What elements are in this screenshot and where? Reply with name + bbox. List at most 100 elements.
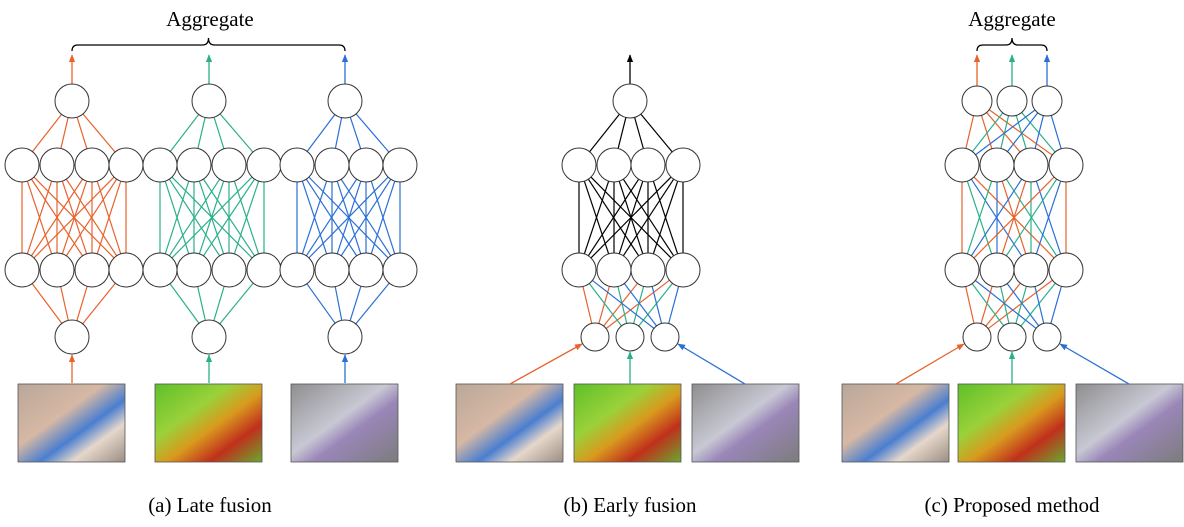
neuron (597, 253, 631, 287)
neuron (192, 84, 226, 118)
neuron (1033, 323, 1061, 351)
input-image (692, 384, 799, 462)
neuron (177, 148, 211, 182)
caption: (c) Proposed method (925, 493, 1100, 517)
neuron (143, 253, 177, 287)
connection (198, 287, 206, 321)
bracket (977, 38, 1047, 51)
connection (1051, 115, 1061, 148)
neuron (631, 253, 665, 287)
neuron (980, 253, 1014, 287)
bracket (72, 38, 345, 51)
connection (214, 117, 224, 149)
neuron (280, 253, 314, 287)
connection (32, 284, 62, 324)
neuron (1049, 148, 1083, 182)
neuron (562, 253, 596, 287)
neuron (383, 253, 417, 287)
neuron (1049, 253, 1083, 287)
connection (1051, 286, 1062, 323)
connection (170, 114, 198, 151)
connection (356, 114, 389, 152)
arrow (896, 344, 964, 384)
connection (635, 117, 644, 148)
neuron (247, 148, 281, 182)
input-image (574, 384, 681, 462)
connection (618, 117, 626, 148)
connection (77, 286, 87, 320)
connection (624, 284, 656, 326)
neuron (349, 253, 383, 287)
connection (198, 118, 205, 149)
connection (1035, 287, 1044, 324)
neuron (177, 253, 211, 287)
connection (639, 283, 673, 326)
neuron (631, 148, 665, 182)
neuron (75, 253, 109, 287)
neuron (997, 86, 1027, 116)
connection (975, 281, 1036, 329)
aggregate-label: Aggregate (166, 7, 253, 31)
neuron (328, 84, 362, 118)
neuron (581, 323, 609, 351)
connection (214, 286, 224, 320)
input-image (842, 384, 949, 462)
neuron (55, 320, 89, 354)
neuron (212, 148, 246, 182)
connection (77, 117, 87, 149)
neuron (40, 253, 74, 287)
neuron (5, 253, 39, 287)
neuron (666, 148, 700, 182)
neuron (998, 323, 1026, 351)
neuron (212, 253, 246, 287)
neuron (597, 148, 631, 182)
connection (641, 114, 672, 152)
caption: (a) Late fusion (148, 493, 272, 517)
input-image (1076, 384, 1183, 462)
neuron (651, 323, 679, 351)
connection (61, 118, 68, 149)
neuron (315, 148, 349, 182)
neuron (40, 148, 74, 182)
neuron (962, 86, 992, 116)
connection (350, 117, 360, 149)
neuron (328, 320, 362, 354)
neuron (315, 253, 349, 287)
figure: Aggregate Aggregate (a) Late fusion (b) … (0, 0, 1184, 527)
neuron (945, 253, 979, 287)
connection (1007, 284, 1038, 326)
caption: (b) Early fusion (564, 493, 697, 517)
input-image (18, 384, 125, 462)
connection (83, 283, 116, 324)
neuron (666, 253, 700, 287)
arrow (1060, 344, 1129, 384)
neuron (75, 148, 109, 182)
neuron (963, 323, 991, 351)
connection (220, 114, 253, 152)
neuron (562, 148, 596, 182)
neuron (945, 148, 979, 182)
connection (966, 287, 974, 324)
neuron (5, 148, 39, 182)
neuron (55, 84, 89, 118)
input-image (958, 384, 1065, 462)
neuron (109, 148, 143, 182)
neuron (349, 148, 383, 182)
connection (966, 116, 974, 149)
connection (669, 286, 679, 323)
aggregate-label: Aggregate (968, 7, 1055, 31)
connection (61, 287, 69, 321)
input-image (155, 384, 262, 462)
connection (652, 286, 661, 323)
connection (1022, 112, 1055, 152)
neuron (109, 253, 143, 287)
connection (307, 115, 335, 152)
neuron (616, 323, 644, 351)
connection (606, 280, 669, 328)
neuron (143, 148, 177, 182)
connection (634, 286, 644, 323)
connection (1035, 116, 1043, 149)
connection (307, 284, 335, 323)
neuron (280, 148, 314, 182)
arrow (678, 344, 745, 384)
